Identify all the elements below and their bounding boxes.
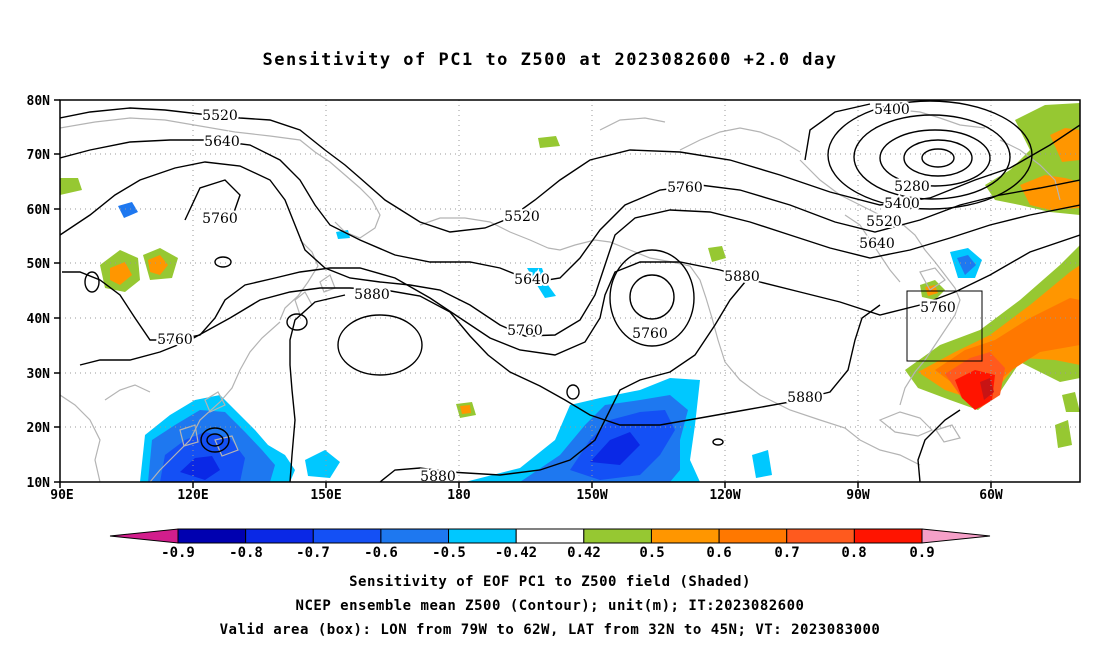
- lon-label: 150W: [576, 488, 607, 503]
- colorbar-cell: [718, 528, 788, 544]
- colorbar-cells: [177, 528, 923, 544]
- axis-ticks: [54, 99, 992, 488]
- lat-label: 30N: [27, 367, 51, 382]
- lat-label: 10N: [27, 476, 51, 491]
- z500-contours: [60, 100, 1080, 482]
- contour-label: 5760: [667, 180, 703, 196]
- contour-label: 5760: [202, 211, 238, 227]
- lat-label: 40N: [27, 312, 51, 327]
- colorbar-label: -0.42: [495, 545, 537, 561]
- contour-label: 5280: [894, 179, 930, 195]
- lon-label: 120W: [709, 488, 740, 503]
- contour-label: 5520: [504, 209, 540, 225]
- colorbar-cell: [245, 528, 314, 544]
- caption-shaded: Sensitivity of EOF PC1 to Z500 field (Sh…: [349, 574, 751, 590]
- coastlines: [60, 109, 1061, 482]
- colorbar-label: -0.9: [161, 545, 195, 561]
- contour-label: 5880: [787, 390, 823, 406]
- lat-label: 50N: [27, 257, 51, 272]
- colorbar-cell: [853, 528, 923, 544]
- lon-label: 90W: [846, 488, 870, 503]
- lat-label: 80N: [27, 94, 51, 109]
- caption-contour: NCEP ensemble mean Z500 (Contour); unit(…: [295, 598, 805, 614]
- contour-label: 5520: [866, 214, 902, 230]
- longitude-labels: 90E 120E 150E 180 150W 120W 90W 60W: [50, 488, 1003, 503]
- contour-label: 5760: [632, 326, 668, 342]
- colorbar: -0.9 -0.8 -0.7 -0.6 -0.5 -0.42 0.42 0.5 …: [109, 528, 991, 561]
- colorbar-cell: [177, 528, 247, 544]
- contour-label: 5760: [157, 332, 193, 348]
- contour-label: 5640: [514, 272, 550, 288]
- contour-label: 5880: [354, 287, 390, 303]
- colorbar-label: 0.5: [639, 545, 664, 561]
- colorbar-labels: -0.9 -0.8 -0.7 -0.6 -0.5 -0.42 0.42 0.5 …: [161, 545, 935, 561]
- lat-label: 70N: [27, 148, 51, 163]
- colorbar-cell: [650, 528, 720, 544]
- colorbar-cell: [583, 528, 652, 544]
- contour-label: 5760: [920, 300, 956, 316]
- colorbar-cell: [515, 528, 585, 544]
- contour-label: 5760: [507, 323, 543, 339]
- colorbar-label: 0.9: [909, 545, 934, 561]
- colorbar-label: 0.8: [841, 545, 866, 561]
- map-title: Sensitivity of PC1 to Z500 at 2023082600…: [262, 50, 838, 70]
- map-frame: [59, 99, 1081, 483]
- colorbar-label: 0.6: [706, 545, 731, 561]
- colorbar-cell: [786, 528, 855, 544]
- contour-label: 5400: [884, 196, 920, 212]
- colorbar-label: 0.7: [774, 545, 799, 561]
- contour-label: 5640: [204, 134, 240, 150]
- colorbar-label: -0.7: [296, 545, 330, 561]
- colorbar-label: -0.5: [432, 545, 466, 561]
- caption-valid-area: Valid area (box): LON from 79W to 62W, L…: [219, 622, 881, 638]
- valid-area-box: [906, 290, 983, 362]
- contour-label: 5880: [724, 269, 760, 285]
- contour-label: 5640: [859, 236, 895, 252]
- contour-label: 5520: [202, 108, 238, 124]
- lat-label: 60N: [27, 203, 51, 218]
- colorbar-label: -0.8: [229, 545, 263, 561]
- lon-label: 180: [447, 488, 471, 503]
- lat-label: 20N: [27, 421, 51, 436]
- colorbar-label: -0.6: [364, 545, 398, 561]
- lon-label: 60W: [979, 488, 1003, 503]
- colorbar-low-extend: [109, 528, 179, 544]
- contour-label-group: 5520 5640 5760 5760 5880 5520 5640 5760 …: [155, 100, 958, 487]
- lon-label: 90E: [50, 488, 73, 503]
- colorbar-cell: [380, 528, 450, 544]
- colorbar-cell: [312, 528, 382, 544]
- colorbar-high-extend: [921, 528, 991, 544]
- lon-label: 150E: [310, 488, 341, 503]
- colorbar-cell: [448, 528, 517, 544]
- colorbar-label: 0.42: [567, 545, 601, 561]
- lon-label: 120E: [177, 488, 208, 503]
- latitude-labels: 80N 70N 60N 50N 40N 30N 20N 10N: [27, 94, 51, 491]
- contour-label: 5400: [874, 102, 910, 118]
